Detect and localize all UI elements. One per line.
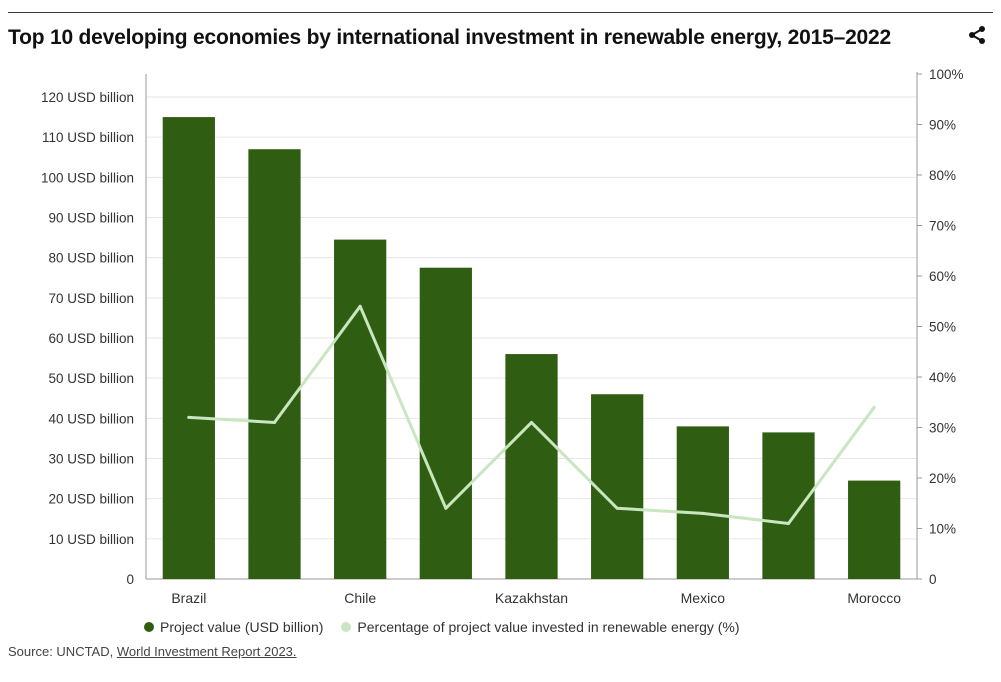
bar-kazakhstan [505, 354, 558, 579]
y-left-tick-label: 50 USD billion [48, 371, 134, 386]
y-left-tick-label: 120 USD billion [41, 90, 134, 105]
y-left-tick-label: 80 USD billion [48, 251, 134, 266]
line-point [701, 511, 705, 515]
source-link[interactable]: World Investment Report 2023. [116, 644, 297, 659]
line-point [530, 420, 533, 424]
top-rule [8, 12, 993, 13]
bar-viet-nam [419, 267, 472, 579]
line-point [187, 415, 191, 419]
y-left-tick-label: 100 USD billion [41, 170, 134, 185]
y-left-tick-label: 90 USD billion [48, 211, 134, 226]
y-right-tick-label: 80% [929, 168, 956, 183]
x-tick-label: Chile [344, 590, 376, 606]
legend-item-line[interactable]: Percentage of project value invested in … [341, 619, 740, 635]
line-point [872, 405, 876, 409]
bar-argentina [591, 394, 644, 579]
bar-india [248, 149, 301, 579]
x-tick-label: Mexico [681, 590, 726, 606]
y-left-tick-label: 10 USD billion [48, 532, 134, 547]
legend-label-bars: Project value (USD billion) [160, 619, 324, 635]
share-icon[interactable] [966, 24, 988, 46]
legend-item-bars[interactable]: Project value (USD billion) [144, 619, 323, 635]
line-point [787, 521, 790, 525]
y-left-tick-label: 40 USD billion [48, 411, 134, 426]
line-point [444, 506, 448, 510]
y-right-tick-label: 70% [929, 219, 956, 234]
bar-chile [334, 239, 387, 579]
x-tick-label: Kazakhstan [495, 590, 568, 606]
y-right-tick-label: 60% [929, 269, 956, 284]
bar-brazil [162, 117, 215, 579]
bar-mexico [676, 426, 729, 579]
y-right-tick-label: 40% [929, 370, 956, 385]
chart: 0 10 USD billion 20 USD billion 30 USD bill… [41, 67, 964, 606]
y-right-tick-label: 30% [929, 421, 956, 436]
y-right-tick-label: 10% [929, 522, 956, 537]
y-right-tick-label: 50% [929, 320, 956, 335]
line-point [273, 420, 276, 424]
y-right-tick-label: 20% [929, 471, 956, 486]
y-left-tick-label: 20 USD billion [48, 492, 134, 507]
chart-title: Top 10 developing economies by internati… [8, 26, 891, 49]
y-right-tick-label: 0 [929, 572, 937, 587]
legend-swatch-bars [144, 622, 154, 632]
line-point [615, 506, 619, 510]
legend-label-line: Percentage of project value invested in … [357, 619, 740, 635]
bar-philippines [762, 432, 815, 579]
source-prefix: Source: UNCTAD, [8, 644, 117, 659]
x-tick-label: Morocco [847, 590, 901, 606]
legend-swatch-line [341, 622, 352, 632]
line-point [358, 304, 362, 308]
y-left-tick-label: 110 USD billion [42, 130, 134, 145]
y-right-tick-label: 90% [929, 118, 956, 133]
y-right-tick-label: 100% [929, 67, 964, 82]
source-note: Source: UNCTAD, World Investment Report … [8, 644, 297, 659]
y-left-tick-label: 60 USD billion [48, 331, 134, 346]
legend: Project value (USD billion) Percentage o… [144, 619, 740, 635]
x-tick-label: Brazil [171, 590, 206, 606]
y-left-tick-label: 0 [126, 572, 134, 587]
bar-morocco [848, 480, 901, 579]
y-left-tick-label: 70 USD billion [48, 291, 134, 306]
y-left-tick-label: 30 USD billion [48, 452, 134, 467]
